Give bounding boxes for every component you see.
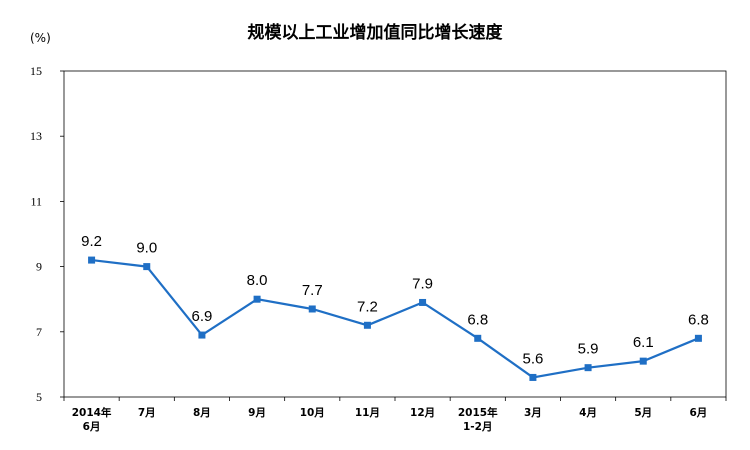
y-tick-label: 11 (30, 194, 42, 208)
y-tick-label: 7 (36, 325, 42, 339)
data-label: 6.9 (191, 308, 212, 325)
x-axis-ticks: 2014年 6月 7月 8月 9月 10月 11月 12月 2015年 1-2月 3月 4月 5月 6月 (63, 397, 727, 433)
data-point-marker (253, 295, 261, 303)
x-tick-label: 2014年 (72, 406, 112, 419)
series-markers (88, 256, 702, 381)
data-label: 5.9 (578, 341, 599, 358)
series-line (91, 258, 699, 379)
data-point-marker (143, 263, 151, 271)
data-label: 7.2 (357, 298, 378, 315)
data-labels: 9.2 9.0 6.9 8.0 7.7 7.2 7.9 6.8 5.6 5.9 6.1 6.8 (81, 233, 709, 367)
data-point-marker (308, 305, 316, 313)
data-point-marker (584, 364, 592, 372)
x-tick-label: 11月 (355, 407, 380, 419)
x-tick-label: 4月 (579, 407, 597, 419)
y-tick-label: 15 (30, 64, 42, 78)
x-tick-label: 1-2月 (463, 421, 492, 433)
data-point-marker (363, 321, 371, 329)
y-tick-label: 9 (36, 260, 42, 274)
y-tick-label: 13 (30, 129, 42, 143)
data-point-marker (694, 334, 702, 342)
y-unit-label: (%) (30, 31, 51, 45)
plot-frame (63, 70, 727, 398)
x-tick-label: 8月 (193, 407, 211, 419)
y-tick-label: 5 (36, 390, 42, 404)
x-tick-label: 12月 (410, 407, 435, 419)
data-label: 6.8 (688, 311, 709, 328)
series-polyline (91, 258, 699, 379)
x-tick-label: 7月 (138, 407, 156, 419)
y-axis-ticks: 5 7 9 11 13 15 (30, 64, 64, 404)
data-label: 6.8 (467, 311, 488, 328)
data-label: 6.1 (633, 334, 654, 351)
x-tick-label: 6月 (690, 407, 708, 419)
data-label: 9.2 (81, 233, 102, 250)
data-point-marker (639, 357, 647, 365)
chart-title: 规模以上工业增加值同比增长速度 (248, 22, 504, 43)
data-label: 7.9 (412, 275, 433, 292)
x-tick-label: 10月 (300, 407, 325, 419)
data-point-marker (529, 373, 537, 381)
x-tick-label: 6月 (83, 421, 101, 433)
x-tick-label: 5月 (634, 407, 652, 419)
data-point-marker (474, 334, 482, 342)
x-tick-label: 9月 (248, 407, 266, 419)
data-point-marker (419, 298, 427, 306)
data-label: 7.7 (302, 282, 323, 299)
data-label: 8.0 (247, 272, 268, 289)
data-point-marker (88, 256, 96, 264)
data-label: 5.6 (522, 350, 543, 367)
x-tick-label: 3月 (524, 407, 542, 419)
data-label: 9.0 (136, 240, 157, 257)
x-tick-label: 2015年 (458, 406, 498, 419)
data-point-marker (198, 331, 206, 339)
